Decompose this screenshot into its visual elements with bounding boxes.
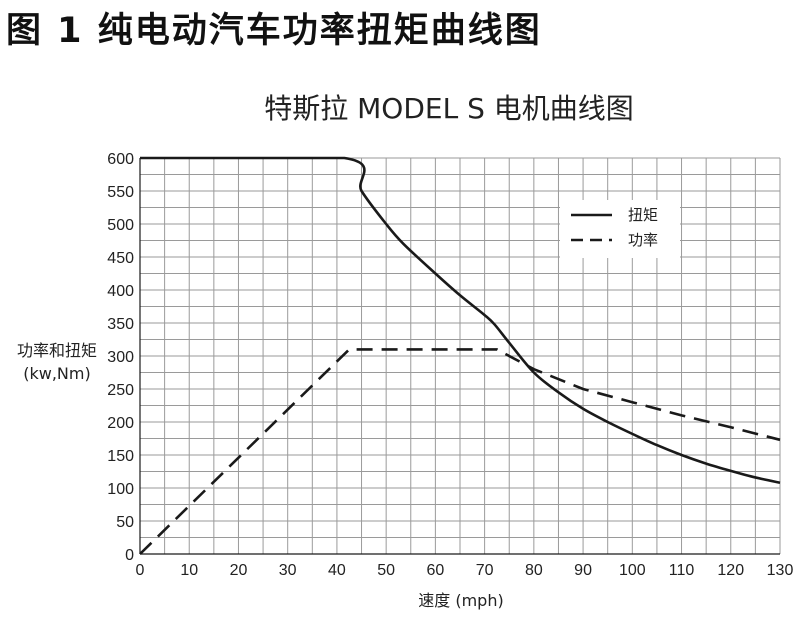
x-tick-label: 60 [426, 562, 444, 579]
y-tick-label: 400 [107, 283, 134, 300]
x-tick-label: 130 [767, 562, 794, 579]
y-tick-label: 250 [107, 382, 134, 399]
y-axis-label-line2: (kw,Nm) [23, 364, 90, 383]
y-tick-label: 600 [107, 151, 134, 168]
y-tick-label: 0 [125, 547, 134, 564]
x-tick-label: 50 [377, 562, 395, 579]
chart-title: 特斯拉 MODEL S 电机曲线图 [264, 92, 634, 125]
x-tick-label: 20 [230, 562, 248, 579]
figure-title: 图 1 纯电动汽车功率扭矩曲线图 [6, 11, 542, 51]
y-tick-label: 150 [107, 448, 134, 465]
y-tick-label: 350 [107, 316, 134, 333]
y-tick-labels: 0 50 100 150 200 250 300 350 400 450 500 550 600 [107, 151, 134, 564]
legend: 扭矩 功率 [560, 200, 680, 258]
y-axis-label-line1: 功率和扭矩 [17, 341, 97, 360]
x-tick-label: 10 [180, 562, 198, 579]
x-tick-label: 90 [574, 562, 592, 579]
power-series-line [139, 348, 781, 555]
x-tick-label: 110 [669, 562, 695, 579]
x-tick-label: 100 [619, 562, 646, 579]
torque-series-line [140, 156, 781, 484]
legend-label-torque: 扭矩 [628, 206, 658, 224]
y-tick-label: 300 [107, 349, 134, 366]
y-tick-label: 550 [107, 184, 134, 201]
x-tick-label: 30 [279, 562, 297, 579]
y-tick-label: 200 [107, 415, 134, 432]
series-lines [139, 156, 781, 555]
x-tick-label: 120 [717, 562, 744, 579]
legend-label-power: 功率 [628, 231, 658, 249]
grid [139, 157, 781, 555]
x-tick-label: 80 [525, 562, 543, 579]
x-axis-label: 速度 (mph) [418, 591, 503, 610]
x-tick-labels: 0 10 20 30 40 50 60 70 80 90 100 110 120 130 [136, 562, 794, 579]
y-tick-label: 50 [116, 514, 134, 531]
y-tick-label: 100 [107, 481, 134, 498]
x-tick-label: 0 [136, 562, 145, 579]
axes [139, 158, 780, 555]
y-tick-label: 450 [107, 250, 134, 267]
x-tick-label: 70 [476, 562, 494, 579]
legend-box [560, 200, 680, 258]
y-tick-label: 500 [107, 217, 134, 234]
x-tick-label: 40 [328, 562, 346, 579]
